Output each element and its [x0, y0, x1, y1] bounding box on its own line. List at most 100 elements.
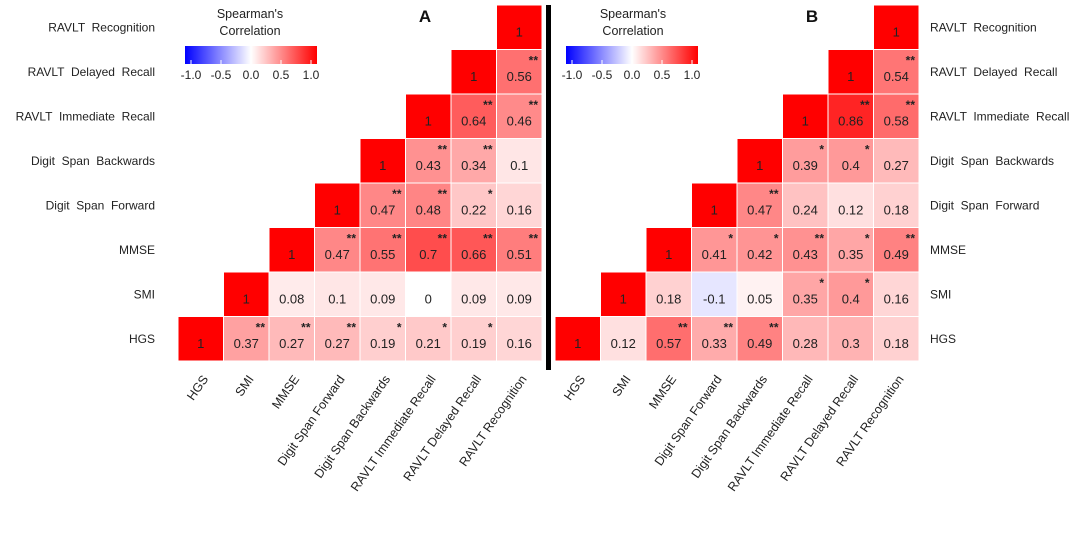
column-label: HGS [561, 373, 588, 403]
significance-marker: ** [769, 187, 779, 201]
heatmap-cell [496, 49, 543, 95]
heatmap-cell [405, 271, 452, 317]
cell-value-label: 0.4 [842, 291, 860, 306]
significance-marker: ** [815, 232, 825, 246]
heatmap-cell [873, 49, 920, 95]
heatmap-cell [268, 227, 315, 273]
significance-marker: ** [438, 187, 448, 201]
cell-value-label: 0.49 [884, 247, 909, 262]
column-label: HGS [184, 373, 211, 403]
cell-value-label: 1 [711, 202, 718, 217]
heatmap-cell [450, 93, 497, 139]
significance-marker: ** [860, 98, 870, 112]
significance-marker: * [819, 143, 824, 157]
significance-marker: ** [906, 54, 916, 68]
cell-value-label: 0.54 [884, 69, 909, 84]
legend-tick-label: -0.5 [211, 68, 232, 82]
heatmap-cell [873, 271, 920, 317]
cell-value-label: 0.16 [884, 291, 909, 306]
cell-value-label: 0.24 [793, 202, 818, 217]
cell-value-label: 1 [197, 336, 204, 351]
significance-marker: ** [769, 321, 779, 335]
cell-value-label: 1 [574, 336, 581, 351]
significance-marker: ** [483, 232, 493, 246]
cell-value-label: 0.16 [507, 202, 532, 217]
heatmap-cell [645, 316, 692, 362]
legend-tick-label: -1.0 [562, 68, 583, 82]
legend-ticks: -1.0 -0.5 0.0 0.5 1.0 [181, 60, 320, 82]
legend-title-line1: Spearman's [600, 7, 666, 21]
cell-value-label: 0.21 [416, 336, 441, 351]
heatmap-cell [496, 271, 543, 317]
heatmap-cell [736, 182, 783, 228]
row-label: RAVLT Immediate Recall [930, 109, 1069, 123]
column-label: MMSE [646, 373, 679, 412]
significance-marker: ** [347, 321, 357, 335]
panel-a: A Spearman's Correlation -1.0 -0.5 0.0 0.5 1… [16, 4, 543, 494]
cell-value-label: 0.86 [838, 113, 863, 128]
cell-value-label: 0.58 [884, 113, 909, 128]
cell-value-label: 0.49 [747, 336, 772, 351]
heatmap-cell [873, 4, 920, 50]
heatmap-cell [268, 316, 315, 362]
cell-value-label: 0.28 [793, 336, 818, 351]
cell-value-label: 0.4 [842, 158, 860, 173]
heatmap-cell [827, 271, 874, 317]
significance-marker: ** [678, 321, 688, 335]
cell-value-label: 1 [893, 24, 900, 39]
significance-marker: * [865, 276, 870, 290]
column-label: SMI [232, 373, 256, 399]
cell-value-label: 0.35 [838, 247, 863, 262]
cell-value-label: 0.34 [461, 158, 486, 173]
cell-value-label: 1 [802, 113, 809, 128]
heatmap-cell [873, 182, 920, 228]
heatmap-cell [736, 271, 783, 317]
heatmap-cell [314, 227, 361, 273]
row-label: MMSE [930, 243, 966, 257]
cell-value-label: 0.42 [747, 247, 772, 262]
cell-value-label: 0.46 [507, 113, 532, 128]
cell-value-label: 0.18 [884, 336, 909, 351]
heatmap-cell [359, 316, 406, 362]
panel-divider [546, 5, 551, 370]
cell-value-label: 1 [847, 69, 854, 84]
cell-value-label: 0.16 [507, 336, 532, 351]
cell-value-label: 0.08 [279, 291, 304, 306]
legend-ticks: -1.0 -0.5 0.0 0.5 1.0 [562, 60, 701, 82]
heatmap-cell [691, 227, 738, 273]
cell-value-label: 0.12 [838, 202, 863, 217]
significance-marker: * [865, 232, 870, 246]
legend: Spearman's Correlation -1.0 -0.5 0.0 0.5 1.0 [562, 7, 701, 82]
row-label: Digit Span Forward [930, 198, 1039, 212]
heatmap-cell [405, 316, 452, 362]
legend-tick-label: -0.5 [592, 68, 613, 82]
panel-label: B [806, 7, 818, 26]
heatmap-cell [496, 4, 543, 50]
column-label: RAVLT Delayed Recall [778, 373, 862, 484]
heatmap-cell [450, 182, 497, 228]
row-label: Digit Span Forward [46, 198, 155, 212]
heatmap-cell [645, 227, 692, 273]
heatmap-cell [496, 227, 543, 273]
cell-value-label: 1 [379, 158, 386, 173]
heatmap-cell [405, 227, 452, 273]
legend-title-line2: Correlation [219, 24, 280, 38]
cell-value-label: 1 [665, 247, 672, 262]
cell-value-label: 0.35 [793, 291, 818, 306]
significance-marker: ** [529, 54, 539, 68]
heatmap-cell [496, 93, 543, 139]
legend-tick-label: 0.0 [243, 68, 260, 82]
row-label: RAVLT Delayed Recall [930, 65, 1057, 79]
heatmap-cell [873, 138, 920, 184]
significance-marker: ** [529, 98, 539, 112]
cell-value-label: 0.27 [279, 336, 304, 351]
cell-value-label: 0.19 [461, 336, 486, 351]
heatmap-cell [827, 138, 874, 184]
cell-value-label: 0.57 [656, 336, 681, 351]
cell-value-label: 0.05 [747, 291, 772, 306]
heatmap-cells: 1 0.37**0.27**0.27**0.19*0.21*0.19*0.161 0… [177, 4, 543, 362]
legend-colorbar [185, 46, 317, 64]
cell-value-label: 0.37 [234, 336, 259, 351]
significance-marker: ** [483, 98, 493, 112]
